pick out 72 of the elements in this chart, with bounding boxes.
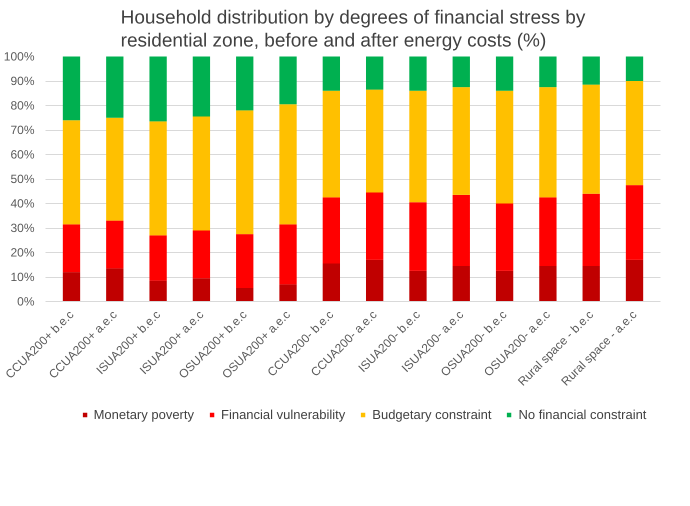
bar (366, 90, 384, 192)
bar (192, 230, 210, 278)
bar (366, 56, 384, 90)
legend-label: Financial vulnerability (221, 407, 346, 422)
y-tick-label: 100% (4, 50, 35, 64)
bar (582, 84, 600, 194)
bar (626, 260, 644, 302)
y-tick-label: 10% (10, 270, 35, 284)
bar (539, 87, 557, 198)
bar (496, 56, 514, 91)
y-tick-label: 50% (10, 172, 35, 186)
bar (149, 121, 167, 236)
bar (452, 194, 470, 266)
bar (626, 81, 644, 186)
bar (192, 278, 210, 302)
bar (452, 87, 470, 195)
y-tick-label: 70% (10, 123, 35, 137)
y-tick-label: 90% (10, 74, 35, 88)
bar (106, 118, 124, 221)
bar (539, 197, 557, 266)
bar (149, 56, 167, 122)
legend-label: No financial constraint (518, 407, 646, 422)
y-tick-label: 0% (17, 294, 35, 308)
bar (452, 266, 470, 302)
bar (582, 266, 600, 302)
bar (279, 284, 297, 302)
bar (496, 204, 514, 271)
bar (106, 268, 124, 302)
bar (409, 202, 427, 271)
bar (279, 104, 297, 224)
legend-label: Monetary poverty (94, 407, 194, 422)
bar (62, 120, 80, 224)
y-tick-label: 80% (10, 98, 35, 112)
bar (62, 224, 80, 272)
bar (366, 192, 384, 260)
bar (496, 270, 514, 302)
y-tick-label: 40% (10, 196, 35, 210)
bar (279, 56, 297, 104)
bar (236, 56, 254, 110)
bar (452, 56, 470, 88)
bar (626, 56, 644, 81)
bar (409, 270, 427, 302)
bar (236, 288, 254, 302)
bar (322, 56, 340, 91)
bar (539, 266, 557, 302)
bar (539, 56, 557, 88)
bar (236, 234, 254, 288)
bar (582, 194, 600, 266)
bar (62, 272, 80, 302)
bar (149, 280, 167, 302)
bar (409, 56, 427, 91)
bar (322, 197, 340, 264)
bar (322, 90, 340, 198)
y-tick-label: 60% (10, 148, 35, 162)
bar (582, 56, 600, 85)
y-tick-label: 30% (10, 221, 35, 235)
bar (192, 56, 210, 117)
bar (62, 56, 80, 120)
bar (409, 90, 427, 202)
bar (322, 264, 340, 302)
y-tick-label: 20% (10, 246, 35, 260)
bar (236, 110, 254, 234)
bar (106, 56, 124, 118)
bar (106, 220, 124, 268)
bar (149, 235, 167, 281)
bar (496, 90, 514, 204)
chart-title: Household distribution by degrees of financial stress by residential zone, before and after energy costs (%) (120, 7, 586, 52)
bar (279, 224, 297, 284)
bar (366, 260, 384, 302)
bar (626, 185, 644, 260)
legend-label: Budgetary constraint (372, 407, 492, 422)
bar (192, 116, 210, 230)
